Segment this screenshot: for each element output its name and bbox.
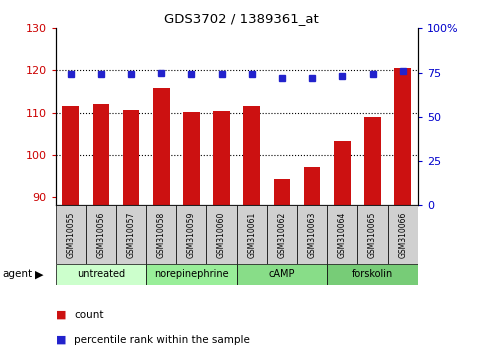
Text: ■: ■ <box>56 310 66 320</box>
Text: ▶: ▶ <box>35 269 43 279</box>
Text: percentile rank within the sample: percentile rank within the sample <box>74 335 250 345</box>
Bar <box>237 205 267 264</box>
Bar <box>304 166 320 205</box>
Bar <box>56 264 146 285</box>
Bar <box>243 106 260 205</box>
Text: GSM310063: GSM310063 <box>308 211 317 258</box>
Bar <box>395 68 411 205</box>
Bar <box>146 205 176 264</box>
Text: untreated: untreated <box>77 269 125 279</box>
Text: GSM310057: GSM310057 <box>127 211 136 258</box>
Bar <box>364 117 381 205</box>
Text: GSM310065: GSM310065 <box>368 211 377 258</box>
Text: norepinephrine: norepinephrine <box>154 269 229 279</box>
Text: GSM310058: GSM310058 <box>156 211 166 258</box>
Bar <box>237 264 327 285</box>
Bar <box>123 110 139 205</box>
Bar <box>86 205 116 264</box>
Text: GSM310064: GSM310064 <box>338 211 347 258</box>
Bar <box>297 205 327 264</box>
Text: GSM310066: GSM310066 <box>398 211 407 258</box>
Bar <box>183 112 199 205</box>
Bar <box>153 88 170 205</box>
Text: GSM310055: GSM310055 <box>66 211 75 258</box>
Bar <box>56 205 86 264</box>
Bar <box>334 141 351 205</box>
Text: GSM310060: GSM310060 <box>217 211 226 258</box>
Text: GSM310056: GSM310056 <box>96 211 105 258</box>
Text: ■: ■ <box>56 335 66 345</box>
Bar <box>93 104 109 205</box>
Text: count: count <box>74 310 103 320</box>
Bar <box>267 205 297 264</box>
Bar <box>176 205 207 264</box>
Bar <box>274 179 290 205</box>
Text: GSM310059: GSM310059 <box>187 211 196 258</box>
Bar <box>146 264 237 285</box>
Text: GSM310061: GSM310061 <box>247 211 256 258</box>
Text: agent: agent <box>2 269 32 279</box>
Bar <box>213 112 230 205</box>
Bar <box>388 205 418 264</box>
Text: cAMP: cAMP <box>269 269 295 279</box>
Bar <box>116 205 146 264</box>
Bar <box>357 205 388 264</box>
Text: forskolin: forskolin <box>352 269 393 279</box>
Bar <box>62 106 79 205</box>
Bar <box>207 205 237 264</box>
Text: GDS3702 / 1389361_at: GDS3702 / 1389361_at <box>164 12 319 25</box>
Bar <box>327 264 418 285</box>
Bar <box>327 205 357 264</box>
Text: GSM310062: GSM310062 <box>277 211 286 258</box>
